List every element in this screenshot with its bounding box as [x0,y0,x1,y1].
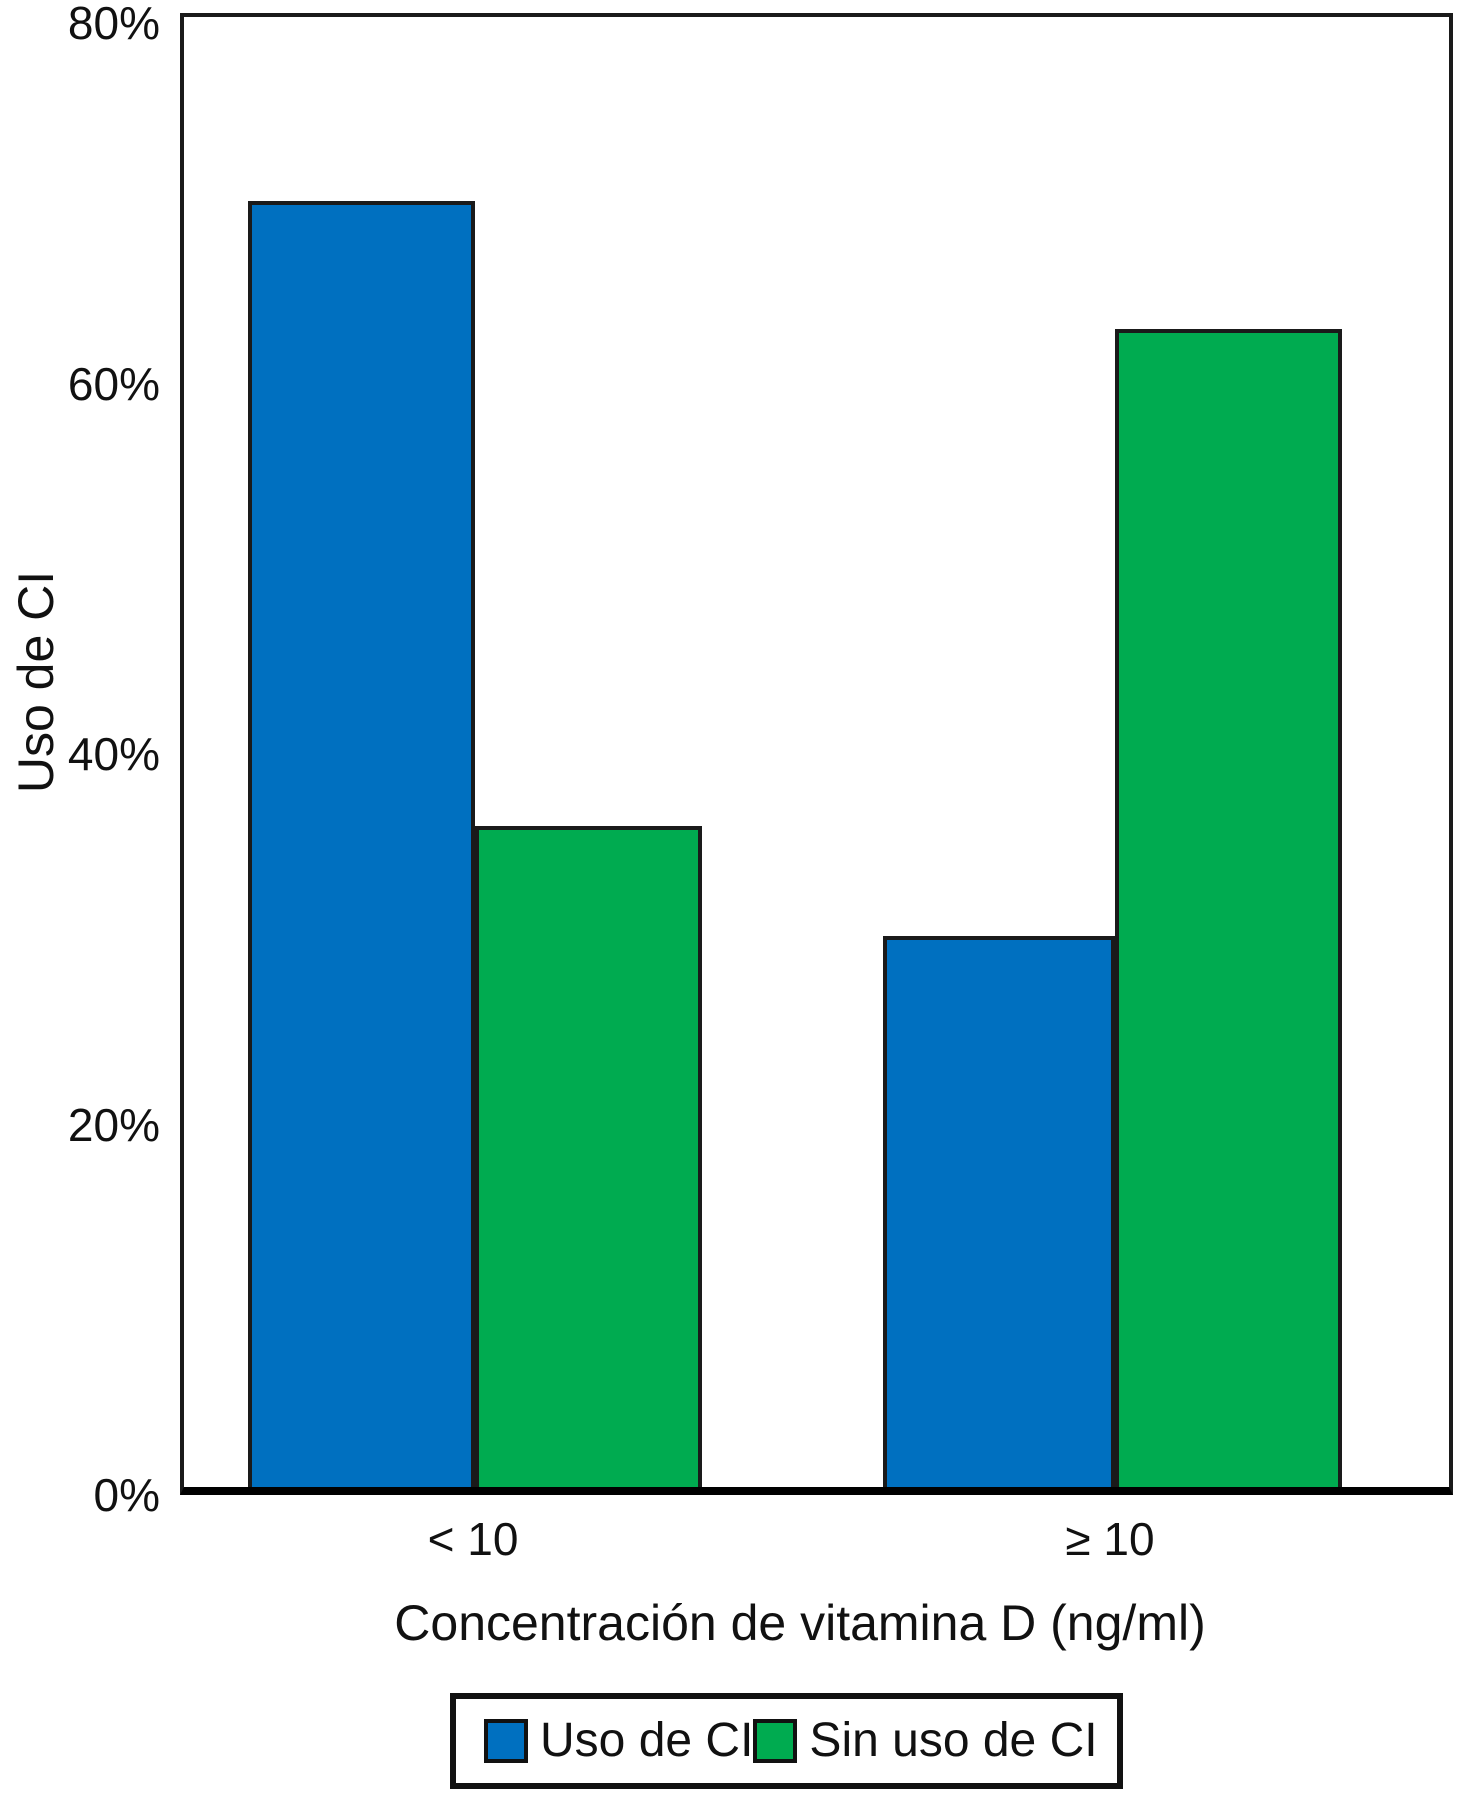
legend-entry-sin-uso-de-ci: Sin uso de CI [753,1714,1098,1767]
y-tick-label-80: 80% [67,0,160,49]
legend-label-sin-uso-de-ci: Sin uso de CI [809,1714,1098,1767]
y-tick-label-20: 20% [67,1098,160,1151]
bar-uso-de-ci-gte10 [883,935,1115,1487]
legend-swatch-uso-de-ci [484,1719,528,1763]
legend-entry-uso-de-ci: Uso de CI [484,1717,753,1765]
plot-area [180,13,1453,1495]
legend-box: Uso de CI Sin uso de CI [450,1693,1123,1789]
x-tick-label-lt10: < 10 [427,1513,519,1565]
legend-label-uso-de-ci: Uso de CI [540,1714,754,1767]
bar-sin-uso-de-ci-gte10 [1115,329,1342,1487]
plot-inner [184,17,1449,1487]
legend-swatch-sin-uso-de-ci [753,1719,798,1763]
y-tick-label-60: 60% [67,357,160,410]
y-tick-label-0: 0% [93,1469,160,1521]
x-axis-title: Concentración de vitamina D (ng/ml) [394,1595,1206,1651]
y-tick-label-40: 40% [67,728,160,780]
bar-uso-de-ci-lt10 [248,200,475,1487]
x-tick-label-gte10: ≥ 10 [1065,1513,1155,1565]
bar-sin-uso-de-ci-lt10 [475,825,702,1487]
